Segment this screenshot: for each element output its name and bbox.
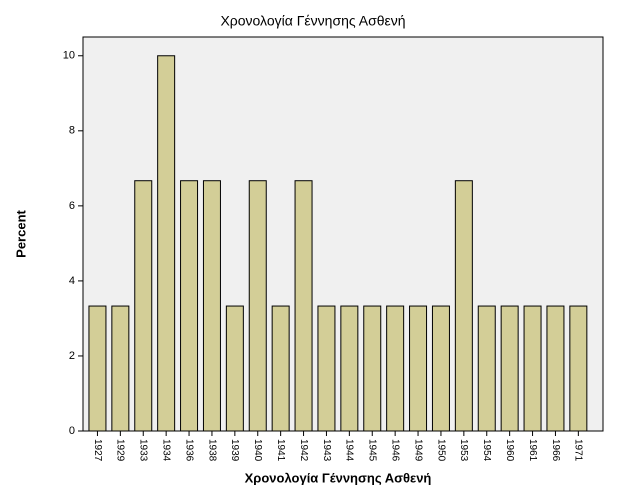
x-tick-label: 1966	[550, 439, 561, 462]
x-tick-label: 1961	[527, 439, 538, 462]
bar	[271, 305, 290, 432]
x-tick-label: 1953	[458, 439, 469, 462]
x-tick-label: 1960	[504, 439, 515, 462]
x-tick-label: 1929	[115, 439, 126, 462]
chart-title: Χρονολογία Γέννησης Ασθενή	[220, 13, 405, 29]
y-tick-label: 0	[69, 425, 75, 437]
x-tick-label: 1938	[206, 439, 217, 462]
bar	[294, 180, 313, 432]
x-tick-label: 1954	[481, 439, 492, 462]
x-tick-label: 1946	[390, 439, 401, 462]
bar	[88, 305, 107, 432]
x-tick-label: 1936	[183, 439, 194, 462]
bar	[111, 305, 130, 432]
bar	[386, 305, 405, 432]
x-tick-label: 1944	[344, 439, 355, 462]
x-tick-label: 1933	[138, 439, 149, 462]
x-tick-label: 1927	[92, 439, 103, 462]
x-tick-label: 1971	[573, 439, 584, 462]
bar	[477, 305, 496, 432]
y-axis-title: Percent	[13, 209, 28, 257]
bar	[134, 180, 153, 432]
bar	[180, 180, 199, 432]
bar	[225, 305, 244, 432]
x-tick-label: 1940	[252, 439, 263, 462]
x-tick-label: 1934	[161, 439, 172, 462]
x-tick-label: 1945	[367, 439, 378, 462]
x-tick-label: 1943	[321, 439, 332, 462]
bar	[431, 305, 450, 432]
bar	[523, 305, 542, 432]
x-tick-label: 1942	[298, 439, 309, 462]
bar	[340, 305, 359, 432]
bar	[500, 305, 519, 432]
bar	[409, 305, 428, 432]
bar	[454, 180, 473, 432]
x-tick-label: 1950	[435, 439, 446, 462]
x-tick-label: 1939	[229, 439, 240, 462]
y-tick-label: 2	[69, 350, 75, 362]
y-tick-label: 10	[63, 50, 75, 62]
y-tick-label: 6	[69, 200, 75, 212]
x-axis-title: Χρονολογία Γέννησης Ασθενή	[245, 470, 432, 485]
bar	[546, 305, 565, 432]
x-tick-label: 1949	[412, 439, 423, 462]
bar	[202, 180, 221, 432]
bar	[569, 305, 588, 432]
bar	[363, 305, 382, 432]
y-tick-label: 8	[69, 125, 75, 137]
bar	[248, 180, 267, 432]
y-tick-label: 4	[69, 275, 75, 287]
bar	[317, 305, 336, 432]
bar	[157, 55, 176, 432]
x-tick-label: 1941	[275, 439, 286, 462]
